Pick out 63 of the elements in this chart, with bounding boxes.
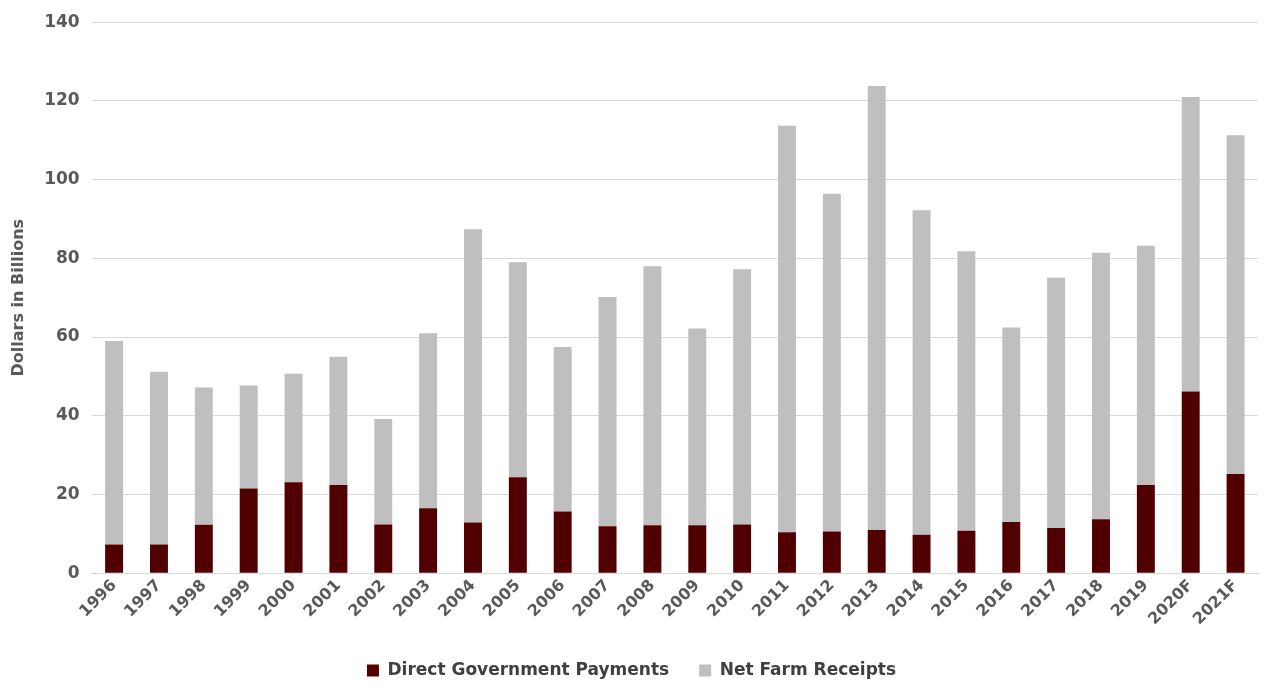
bar [329, 485, 348, 573]
bar [643, 266, 662, 526]
y-tick-label: 140 [44, 10, 80, 31]
bar [553, 346, 572, 512]
bar [867, 529, 886, 573]
bar [598, 526, 617, 573]
bar [508, 262, 527, 478]
bar [1092, 519, 1110, 573]
bar [553, 511, 572, 573]
bar [957, 530, 976, 573]
bar [105, 544, 124, 573]
bar [284, 482, 303, 573]
legend-label: Direct Government Payments [387, 658, 670, 679]
bar [374, 418, 393, 525]
y-axis-title: Dollars in Billions [7, 218, 27, 377]
bar [733, 269, 752, 525]
bar [508, 477, 527, 573]
y-tick-label: 120 [44, 89, 80, 110]
bar [778, 125, 796, 533]
bar [688, 525, 707, 573]
bar [374, 524, 393, 573]
bar [194, 387, 213, 525]
bar [1047, 527, 1066, 573]
bar [912, 210, 931, 535]
bar [867, 85, 886, 530]
bar [194, 524, 213, 573]
bar [1002, 522, 1021, 573]
bar [239, 488, 258, 573]
y-tick-label: 40 [56, 404, 80, 425]
legend-label: Net Farm Receipts [719, 658, 897, 679]
bar [1181, 96, 1200, 392]
bar [1136, 245, 1155, 486]
bar [643, 525, 662, 573]
bar [688, 328, 707, 526]
bar [329, 356, 348, 486]
bar [1226, 135, 1245, 475]
bar [1092, 252, 1110, 520]
bar [419, 508, 438, 573]
bar [150, 371, 168, 545]
bar [464, 522, 482, 573]
bar [1136, 485, 1155, 573]
bar [239, 385, 258, 489]
bar [822, 531, 841, 573]
bar [1226, 474, 1245, 573]
y-tick-label: 80 [56, 246, 80, 267]
bar [598, 296, 617, 527]
bar [284, 373, 303, 483]
bar [778, 532, 796, 573]
y-tick-label: 60 [56, 325, 80, 346]
bar [1002, 327, 1021, 523]
bar [150, 544, 168, 573]
bar [957, 251, 976, 531]
bar [419, 333, 438, 509]
bar [464, 229, 482, 523]
y-tick-label: 100 [44, 168, 80, 189]
bar [912, 534, 931, 573]
y-tick-label: 20 [56, 482, 80, 503]
bar [105, 341, 124, 545]
y-tick-label: 0 [67, 561, 80, 582]
bar [1181, 391, 1200, 573]
bar [822, 193, 841, 532]
bar [733, 524, 752, 573]
bar [1047, 277, 1066, 528]
